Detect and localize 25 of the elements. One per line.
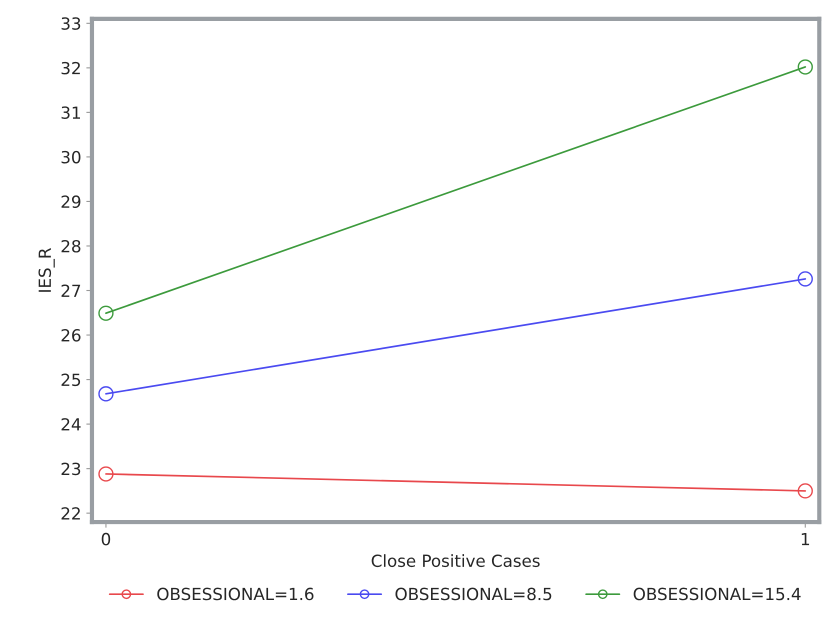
y-tick-label: 25 (62, 374, 80, 386)
legend-label: OBSESSIONAL=15.4 (634, 588, 801, 600)
y-tick-label: 22 (62, 507, 80, 520)
y-tick-label: 28 (62, 240, 80, 253)
point (798, 59, 813, 75)
y-axis-title: IES_R (38, 248, 55, 292)
legend-label: OBSESSIONAL=8.5 (395, 588, 552, 600)
x-tick-label: 0 (102, 532, 110, 546)
legend-label: OBSESSIONAL=1.6 (157, 588, 314, 600)
y-tick-label: 24 (62, 418, 81, 430)
point (98, 306, 114, 321)
y-tick-label: 26 (62, 329, 80, 342)
x-axis-title: Close Positive Cases (372, 554, 540, 568)
point (798, 271, 813, 287)
y-tick-label: 31 (62, 106, 80, 119)
point (98, 466, 114, 482)
point (98, 386, 114, 402)
point (798, 483, 813, 499)
y-tick-label: 27 (62, 284, 80, 297)
y-tick-label: 23 (62, 462, 80, 476)
y-tick-label: 32 (62, 62, 80, 74)
x-tick-label: 1 (802, 533, 810, 546)
y-tick-label: 30 (62, 150, 80, 164)
y-tick-label: 33 (62, 17, 80, 30)
y-tick-label: 29 (62, 195, 80, 208)
